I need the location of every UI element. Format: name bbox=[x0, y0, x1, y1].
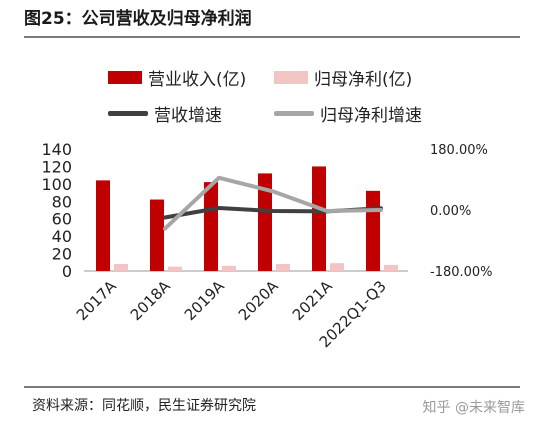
legend-item-revenue-growth: 营收增速 bbox=[108, 101, 222, 126]
bar-net-profit bbox=[114, 264, 128, 271]
legend-line-profit-growth bbox=[274, 111, 314, 116]
source-divider bbox=[24, 386, 520, 388]
chart-legend: 营业收入(亿) 归母净利(亿) 营收增速 归母净利增速 bbox=[0, 0, 541, 130]
legend-item-profit-growth: 归母净利增速 bbox=[274, 101, 422, 126]
legend-label-profit-growth: 归母净利增速 bbox=[320, 106, 422, 126]
y-right-tick-label: 180.00% bbox=[430, 143, 488, 158]
title-divider bbox=[24, 36, 520, 38]
bar-revenue bbox=[258, 173, 272, 271]
legend-label-revenue-growth: 营收增速 bbox=[154, 106, 222, 126]
y-right-tick-label: 0.00% bbox=[430, 204, 471, 219]
legend-label-revenue: 营业收入(亿) bbox=[148, 70, 247, 90]
bar-revenue bbox=[366, 190, 380, 271]
y-left-tick-label: 60 bbox=[52, 210, 72, 229]
line-profit-growth bbox=[163, 175, 383, 231]
legend-swatch-revenue bbox=[108, 71, 142, 84]
legend-label-net-profit: 归母净利(亿) bbox=[314, 70, 413, 90]
y-left-tick-label: 80 bbox=[52, 192, 72, 211]
bar-revenue bbox=[312, 166, 326, 271]
bar-net-profit bbox=[168, 266, 182, 271]
legend-item-revenue: 营业收入(亿) bbox=[108, 65, 246, 90]
bar-revenue bbox=[96, 180, 110, 271]
x-tick-label: 2017A bbox=[73, 277, 120, 324]
legend-swatch-net-profit bbox=[274, 71, 308, 84]
y-left-tick-label: 20 bbox=[52, 245, 72, 264]
y-right-tick-label: -180.00% bbox=[430, 265, 493, 280]
y-left-tick-label: 100 bbox=[41, 175, 72, 194]
x-tick-label: 2020A bbox=[235, 277, 282, 324]
x-tick-label: 2019A bbox=[181, 277, 228, 324]
source-note: 资料来源：同花顺，民生证券研究院 bbox=[32, 398, 256, 414]
x-tick-label: 2018A bbox=[127, 277, 174, 324]
y-left-tick-label: 140 bbox=[41, 140, 72, 159]
watermark: 知乎 @未来智库 bbox=[422, 400, 525, 416]
legend-line-revenue-growth bbox=[108, 111, 148, 116]
bar-revenue bbox=[150, 199, 164, 271]
legend-item-net-profit: 归母净利(亿) bbox=[274, 65, 412, 90]
bar-net-profit bbox=[222, 265, 236, 271]
bar-revenue bbox=[204, 182, 218, 271]
bar-net-profit bbox=[276, 264, 290, 271]
y-left-tick-label: 120 bbox=[41, 157, 72, 176]
chart-title: 图25：公司营收及归母净利润 bbox=[24, 9, 252, 29]
x-tick-label: 2021A bbox=[289, 277, 336, 324]
bar-net-profit bbox=[384, 264, 398, 271]
y-left-tick-label: 0 bbox=[62, 262, 72, 281]
bar-net-profit bbox=[330, 263, 344, 271]
y-left-tick-label: 40 bbox=[52, 227, 72, 246]
